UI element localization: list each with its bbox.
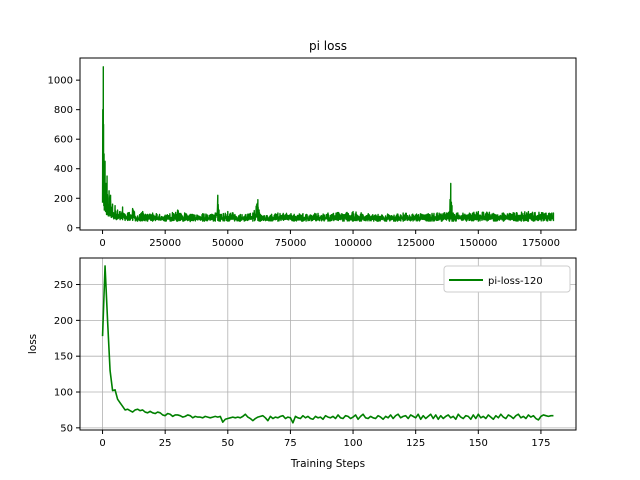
legend-label: pi-loss-120 xyxy=(488,276,543,287)
plot-frame xyxy=(79,57,577,231)
x-tick-label: 0 xyxy=(99,438,105,449)
series-line xyxy=(101,66,555,223)
x-tick-label: 150000 xyxy=(459,238,497,249)
x-tick-label: 175 xyxy=(531,438,550,449)
x-axis-ticks: 0 25000 50000 75000 100000 125000 150000 175000 xyxy=(99,230,560,249)
series-layer xyxy=(101,66,555,223)
y-axis-label: loss xyxy=(27,334,39,354)
chart-title: pi loss xyxy=(309,39,347,53)
y-tick-label: 150 xyxy=(54,352,73,363)
y-tick-label: 250 xyxy=(54,280,73,291)
y-tick-label: 1000 xyxy=(48,76,73,87)
x-tick-label: 50 xyxy=(221,438,234,449)
x-tick-label: 150 xyxy=(469,438,488,449)
y-tick-label: 200 xyxy=(54,316,73,327)
pi-loss-120-axes: 0 25 50 75 100 125 150 175 50 100 150 200 250 Train… xyxy=(27,257,577,470)
legend: pi-loss-120 xyxy=(443,265,571,293)
plot-frame xyxy=(79,257,577,431)
x-axis-label: Training Steps xyxy=(290,458,365,470)
x-tick-label: 25 xyxy=(159,438,172,449)
y-axis-ticks: 0 200 400 600 800 1000 xyxy=(48,76,80,234)
y-tick-label: 100 xyxy=(54,388,73,399)
x-tick-label: 125 xyxy=(406,438,425,449)
y-tick-label: 400 xyxy=(54,164,73,175)
x-tick-label: 0 xyxy=(99,238,105,249)
y-axis-ticks: 50 100 150 200 250 xyxy=(54,280,80,434)
pi-loss-raw-axes: pi loss 0 25000 50000 75000 100000 125000 1500… xyxy=(48,39,577,249)
y-tick-label: 0 xyxy=(67,223,73,234)
series-line xyxy=(101,265,554,424)
x-tick-label: 100000 xyxy=(334,238,372,249)
series-layer xyxy=(101,265,554,424)
x-tick-label: 75 xyxy=(284,438,297,449)
grid xyxy=(80,258,576,430)
y-tick-label: 50 xyxy=(60,423,73,434)
x-tick-label: 125000 xyxy=(397,238,435,249)
legend-box xyxy=(443,265,571,293)
y-tick-label: 200 xyxy=(54,194,73,205)
x-tick-label: 175000 xyxy=(522,238,560,249)
x-axis-ticks: 0 25 50 75 100 125 150 175 xyxy=(99,430,550,449)
x-tick-label: 100 xyxy=(344,438,363,449)
x-tick-label: 25000 xyxy=(149,238,181,249)
y-tick-label: 800 xyxy=(54,105,73,116)
y-tick-label: 600 xyxy=(54,135,73,146)
x-tick-label: 75000 xyxy=(275,238,307,249)
x-tick-label: 50000 xyxy=(212,238,244,249)
